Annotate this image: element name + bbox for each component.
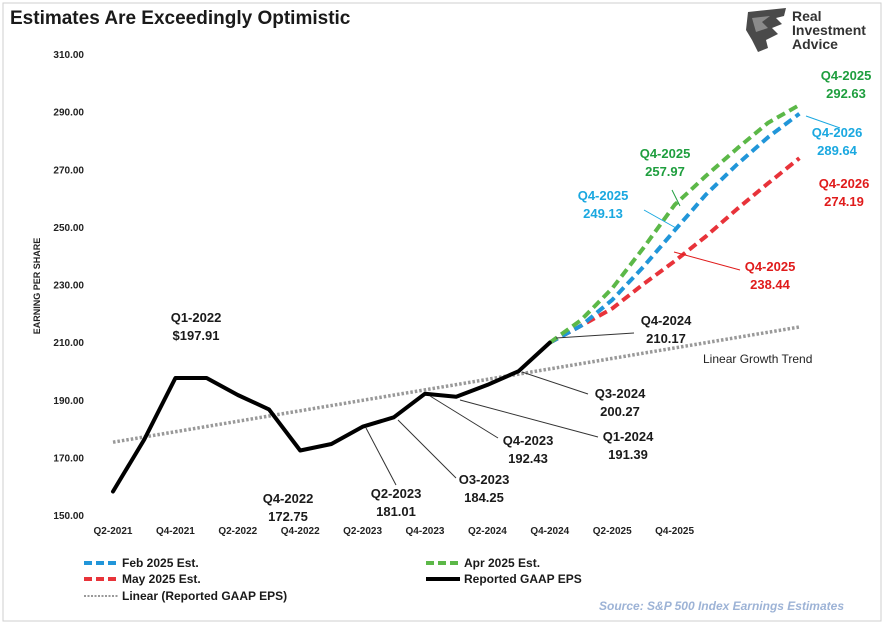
leader-line-q3-2024: [521, 371, 589, 395]
annotation-value-q4-2024: 210.17: [646, 331, 686, 346]
legend-label-may: May 2025 Est.: [122, 572, 201, 586]
annotation-label-q4-2022: Q4-2022: [263, 491, 314, 506]
x-tick-label: Q4-2024: [530, 526, 569, 537]
logo-text-line2: Investment: [792, 22, 866, 38]
annotations: Q1-2022 $197.91 Q4-2022 172.75 Q2-2023 181.01…: [171, 68, 872, 524]
annotation-label-q1-2024: Q1-2024: [603, 429, 654, 444]
y-tick-label: 310.00: [53, 50, 84, 61]
annotation-value-q3-2024: 200.27: [600, 404, 640, 419]
leader-lines: [365, 115, 841, 486]
x-tick-label: Q2-2024: [468, 526, 507, 537]
linear-trend-label: Linear Growth Trend: [703, 352, 812, 366]
x-tick-label: Q2-2022: [218, 526, 257, 537]
annotation-value-o3-2023: 184.25: [464, 490, 504, 505]
x-tick-label: Q4-2022: [281, 526, 320, 537]
chart-title: Estimates Are Exceedingly Optimistic: [10, 8, 351, 29]
leader-line-q4-2024: [555, 332, 635, 339]
annotation-value-feb-end: 289.64: [817, 143, 858, 158]
leader-line-o3-2023: [397, 419, 457, 479]
annotation-label-q4-2023: Q4-2023: [503, 433, 554, 448]
series-line-apr: [548, 103, 801, 345]
annotation-label-q1-2022: Q1-2022: [171, 310, 222, 325]
series-line-linear: [112, 325, 800, 444]
logo: Real Investment Advice: [746, 8, 866, 52]
annotation-label-feb-q4-2025: Q4-2025: [578, 188, 629, 203]
annotation-label-q2-2023: Q2-2023: [371, 486, 422, 501]
annotation-label-apr-end: Q4-2025: [821, 68, 872, 83]
y-tick-label: 210.00: [53, 338, 84, 349]
y-tick-label: 230.00: [53, 281, 84, 292]
legend-label-reported: Reported GAAP EPS: [464, 572, 582, 586]
annotation-value-q4-2023: 192.43: [508, 451, 548, 466]
logo-text-line1: Real: [792, 8, 822, 24]
logo-text-line3: Advice: [792, 36, 838, 52]
annotation-label-may-q4-2025: Q4-2025: [745, 259, 796, 274]
y-tick-label: 290.00: [53, 108, 84, 119]
series-line-may: [548, 156, 801, 345]
eagle-icon: [746, 8, 786, 52]
legend: Feb 2025 Est. Apr 2025 Est. May 2025 Est. R…: [84, 556, 582, 603]
annotation-label-may-end: Q4-2026: [819, 176, 870, 191]
y-axis-ticks: 150.00 170.00 190.00 210.00 230.00 250.00 270.…: [53, 50, 84, 522]
annotation-label-q4-2024: Q4-2024: [641, 313, 692, 328]
leader-line-may-q4-2025: [673, 251, 741, 271]
x-tick-label: Q4-2021: [156, 526, 195, 537]
annotation-value-may-q4-2025: 238.44: [750, 277, 791, 292]
x-tick-label: Q4-2023: [406, 526, 445, 537]
legend-label-linear: Linear (Reported GAAP EPS): [122, 589, 287, 603]
y-tick-label: 190.00: [53, 396, 84, 407]
x-tick-label: Q2-2021: [94, 526, 133, 537]
annotation-value-may-end: 274.19: [824, 194, 864, 209]
x-tick-label: Q4-2025: [655, 526, 694, 537]
leader-line-feb-end: [805, 115, 841, 129]
leader-line-q2-2023: [365, 427, 397, 486]
annotation-value-q1-2024: 191.39: [608, 447, 648, 462]
y-tick-label: 270.00: [53, 165, 84, 176]
legend-label-feb: Feb 2025 Est.: [122, 556, 199, 570]
leader-line-feb-q4-2025: [643, 209, 677, 229]
x-tick-label: Q2-2025: [593, 526, 632, 537]
leader-line-q1-2024: [459, 399, 599, 438]
leader-line-apr-q4-2025: [671, 189, 681, 207]
x-tick-label: Q2-2023: [343, 526, 382, 537]
annotation-value-q1-2022: $197.91: [173, 328, 220, 343]
annotation-value-apr-q4-2025: 257.97: [645, 164, 685, 179]
annotation-value-feb-q4-2025: 249.13: [583, 206, 623, 221]
legend-label-apr: Apr 2025 Est.: [464, 556, 540, 570]
annotation-label-apr-q4-2025: Q4-2025: [640, 146, 691, 161]
annotation-label-q3-2024: Q3-2024: [595, 386, 646, 401]
source-note: Source: S&P 500 Index Earnings Estimates: [599, 599, 844, 613]
x-axis-ticks: Q2-2021 Q4-2021 Q2-2022 Q4-2022 Q2-2023 Q4-20…: [94, 526, 695, 537]
series-line-feb: [548, 112, 801, 345]
y-axis-label: EARNING PER SHARE: [32, 238, 42, 335]
annotation-value-apr-end: 292.63: [826, 86, 866, 101]
annotation-label-o3-2023: O3-2023: [459, 472, 510, 487]
annotation-value-q4-2022: 172.75: [268, 509, 308, 524]
y-tick-label: 170.00: [53, 453, 84, 464]
y-tick-label: 250.00: [53, 223, 84, 234]
annotation-label-feb-end: Q4-2026: [812, 125, 863, 140]
y-tick-label: 150.00: [53, 511, 84, 522]
leader-line-q4-2023: [429, 395, 499, 439]
series-layer: [111, 103, 801, 494]
annotation-value-q2-2023: 181.01: [376, 504, 416, 519]
series-line-reported: [111, 340, 552, 494]
